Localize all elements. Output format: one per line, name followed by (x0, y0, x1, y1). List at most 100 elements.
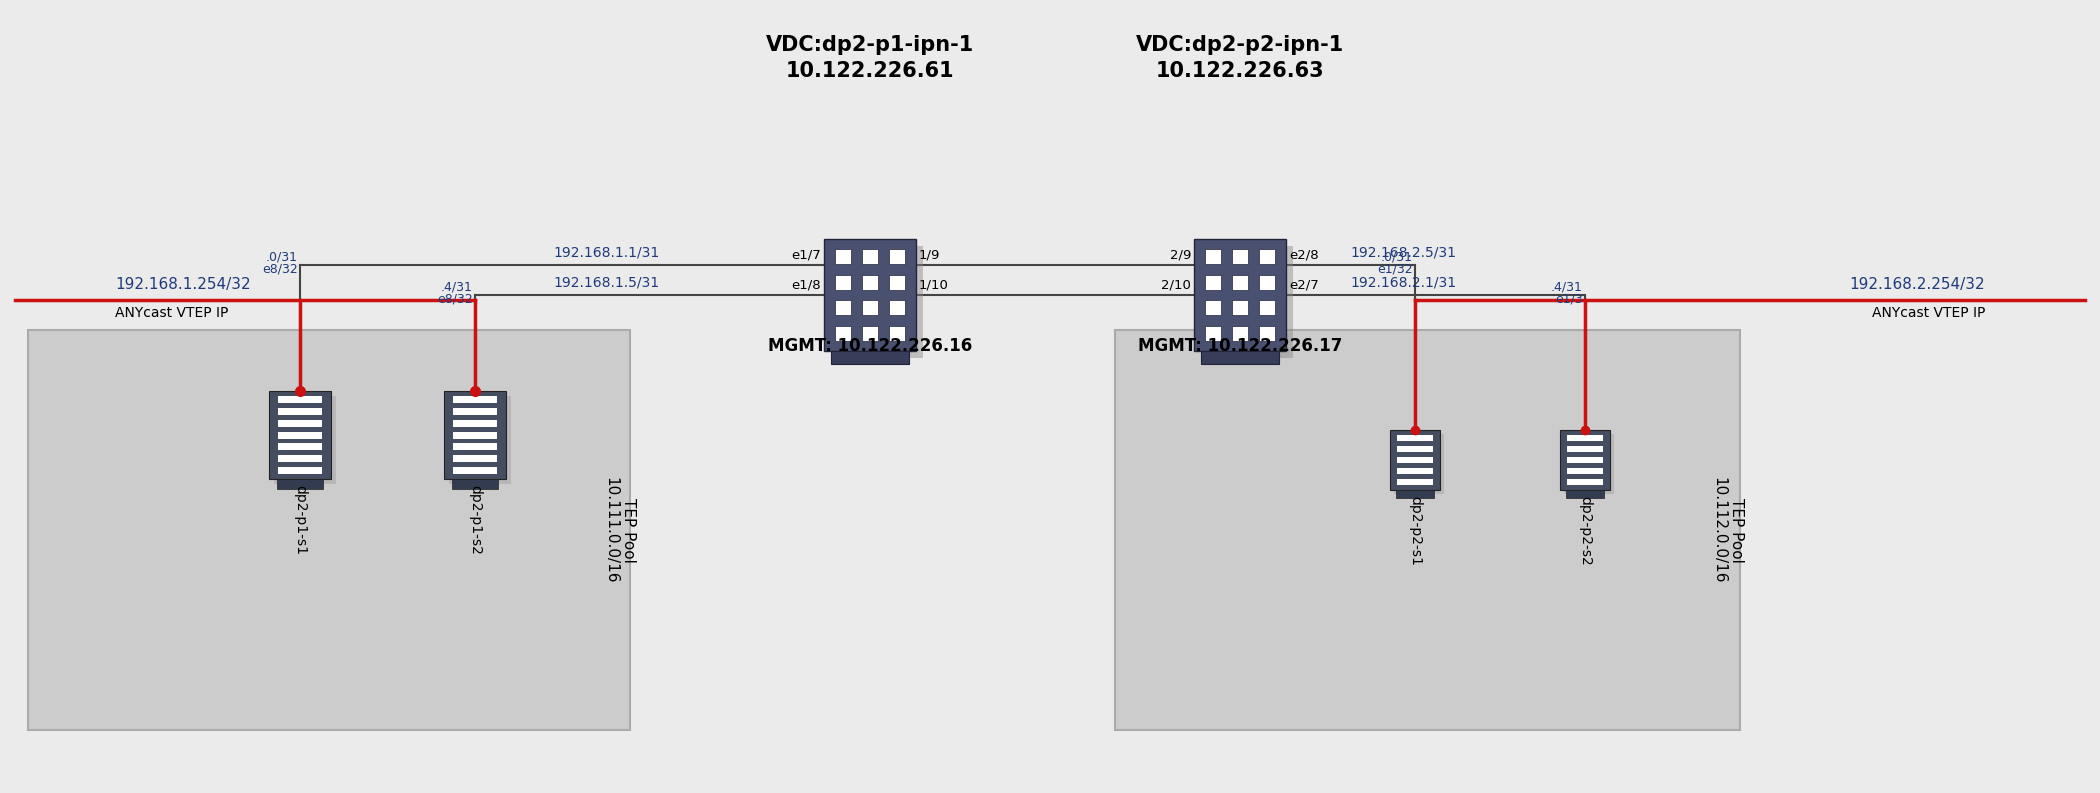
Text: dp2-p2-s1: dp2-p2-s1 (1407, 496, 1422, 566)
Bar (277, 443, 321, 450)
Text: 10.122.226.63: 10.122.226.63 (1155, 61, 1325, 81)
Text: .4/31: .4/31 (1552, 280, 1583, 293)
Bar (823, 239, 916, 351)
Bar (1396, 468, 1432, 474)
Bar (454, 419, 498, 427)
Bar (1233, 301, 1247, 315)
Bar (277, 431, 321, 439)
Bar (1205, 250, 1220, 264)
Bar (1567, 435, 1602, 441)
Bar (832, 351, 909, 364)
Bar (1567, 457, 1602, 463)
Text: e2/8: e2/8 (1289, 249, 1319, 262)
Bar (454, 443, 498, 450)
Bar (1564, 434, 1615, 494)
Bar (1567, 490, 1604, 498)
Bar (454, 408, 498, 415)
Bar (1567, 446, 1602, 452)
Text: .4/31: .4/31 (441, 280, 472, 293)
Bar (277, 479, 323, 489)
Bar (443, 391, 506, 479)
Text: 192.168.2.254/32: 192.168.2.254/32 (1850, 277, 1984, 292)
Bar (1233, 326, 1247, 341)
Text: 2/10: 2/10 (1161, 279, 1191, 292)
Bar (277, 467, 321, 474)
Text: .0/31: .0/31 (267, 250, 298, 263)
Text: dp2-p1-s2: dp2-p1-s2 (468, 485, 483, 555)
Bar (888, 326, 905, 341)
Text: 1/9: 1/9 (920, 249, 941, 262)
Bar (1205, 275, 1220, 289)
Bar (1260, 326, 1275, 341)
Text: 192.168.1.5/31: 192.168.1.5/31 (554, 275, 659, 289)
Bar (1567, 468, 1602, 474)
Bar (888, 250, 905, 264)
Text: e1/7: e1/7 (792, 249, 821, 262)
Text: 192.168.2.5/31: 192.168.2.5/31 (1350, 245, 1455, 259)
Bar (1396, 435, 1432, 441)
Bar (277, 396, 321, 403)
Bar (836, 250, 851, 264)
Bar (861, 250, 878, 264)
Text: VDC:dp2-p1-ipn-1: VDC:dp2-p1-ipn-1 (766, 35, 974, 55)
Bar (1396, 446, 1432, 452)
Text: dp2-p1-s1: dp2-p1-s1 (294, 485, 307, 555)
Text: .0/31: .0/31 (1382, 250, 1413, 263)
Text: 192.168.2.1/31: 192.168.2.1/31 (1350, 275, 1455, 289)
Bar (1115, 330, 1741, 730)
Bar (452, 479, 498, 489)
Bar (832, 246, 924, 358)
Bar (273, 396, 336, 484)
Bar (454, 431, 498, 439)
Bar (1205, 301, 1220, 315)
Bar (277, 419, 321, 427)
Bar (836, 301, 851, 315)
Bar (277, 455, 321, 462)
Bar (454, 467, 498, 474)
Text: 192.168.1.1/31: 192.168.1.1/31 (554, 245, 659, 259)
Text: e1/32: e1/32 (1378, 262, 1413, 275)
Bar (836, 326, 851, 341)
Text: VDC:dp2-p2-ipn-1: VDC:dp2-p2-ipn-1 (1136, 35, 1344, 55)
Bar (1396, 490, 1434, 498)
Text: e8/32: e8/32 (437, 292, 472, 305)
Bar (888, 301, 905, 315)
Bar (454, 455, 498, 462)
Text: dp2-p2-s2: dp2-p2-s2 (1577, 496, 1592, 565)
Text: MGMT: 10.122.226.16: MGMT: 10.122.226.16 (769, 337, 972, 355)
Text: 10.122.226.61: 10.122.226.61 (785, 61, 953, 81)
Text: 2/9: 2/9 (1170, 249, 1191, 262)
Text: ANYcast VTEP IP: ANYcast VTEP IP (116, 306, 229, 320)
Text: e1/8: e1/8 (792, 279, 821, 292)
Bar (1560, 430, 1611, 490)
Bar (449, 396, 510, 484)
Bar (1201, 246, 1294, 358)
Bar (1394, 434, 1445, 494)
Bar (888, 275, 905, 289)
Bar (861, 326, 878, 341)
Bar (1260, 301, 1275, 315)
Bar (1201, 351, 1279, 364)
Bar (1233, 250, 1247, 264)
Bar (269, 391, 332, 479)
Bar (1390, 430, 1441, 490)
Text: e8/32: e8/32 (262, 262, 298, 275)
Bar (861, 301, 878, 315)
Text: e1/3: e1/3 (1556, 292, 1583, 305)
Text: 1/10: 1/10 (920, 279, 949, 292)
Bar (1195, 239, 1285, 351)
Bar (1260, 250, 1275, 264)
Bar (1260, 275, 1275, 289)
Bar (836, 275, 851, 289)
Text: MGMT: 10.122.226.17: MGMT: 10.122.226.17 (1138, 337, 1342, 355)
Bar (1567, 479, 1602, 485)
Bar (454, 396, 498, 403)
Text: TEP Pool
10.111.0.0/16: TEP Pool 10.111.0.0/16 (605, 477, 636, 583)
Text: TEP Pool
10.112.0.0/16: TEP Pool 10.112.0.0/16 (1712, 477, 1745, 583)
Text: ANYcast VTEP IP: ANYcast VTEP IP (1871, 306, 1984, 320)
Text: e2/7: e2/7 (1289, 279, 1319, 292)
Bar (861, 275, 878, 289)
Bar (1233, 275, 1247, 289)
Bar (1396, 457, 1432, 463)
Bar (27, 330, 630, 730)
